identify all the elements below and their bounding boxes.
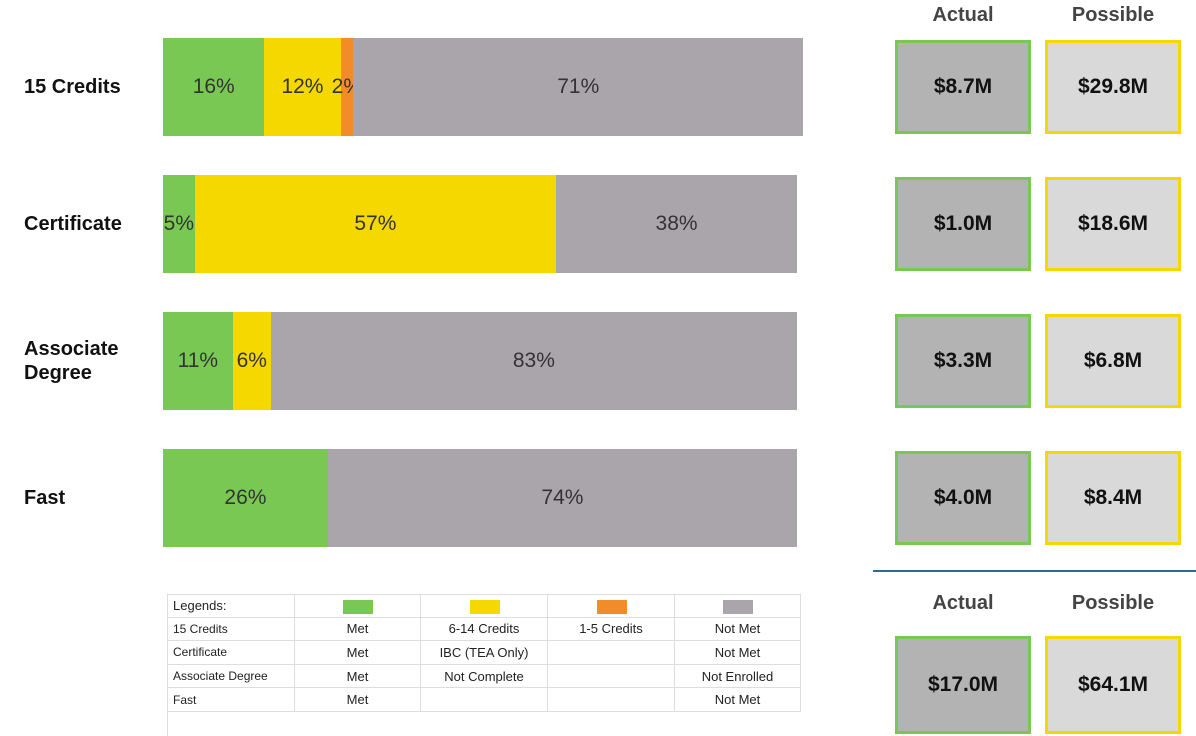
- data-label: 83%: [512, 349, 555, 372]
- amount-card: $4.0M: [895, 451, 1031, 545]
- legend-cell: Not Met: [675, 688, 801, 712]
- legend-cell: Certificate: [167, 641, 295, 665]
- legend-cell: 15 Credits: [167, 617, 295, 642]
- amount-card: $3.3M: [895, 314, 1031, 408]
- divider: [873, 570, 1196, 572]
- amount-card: $1.0M: [895, 177, 1031, 271]
- legend-cell: Not Enrolled: [675, 664, 801, 689]
- category-label: 15 Credits: [24, 76, 121, 98]
- bar-segment: [340, 38, 354, 136]
- column-header: Actual: [932, 4, 994, 26]
- column-header: Possible: [1071, 4, 1155, 26]
- legend-cell: Fast: [167, 688, 295, 712]
- data-label: 38%: [655, 212, 698, 235]
- bar-segment: [232, 312, 271, 410]
- legend-cell: Met: [295, 617, 421, 642]
- total-header: Possible: [1071, 592, 1155, 614]
- legend-cell: [675, 594, 801, 618]
- data-label: 16%: [192, 75, 235, 98]
- legend-cell: [295, 594, 421, 618]
- data-label: 12%: [281, 75, 324, 98]
- legend-title: Legends:: [167, 594, 295, 618]
- total-header: Actual: [932, 592, 994, 614]
- category-label: Associate Degree: [24, 338, 119, 384]
- total-card: $64.1M: [1045, 636, 1181, 734]
- legend-table: [167, 594, 801, 736]
- bar-segment: [264, 38, 341, 136]
- legend-swatch: [723, 600, 753, 614]
- amount-card: $18.6M: [1045, 177, 1181, 271]
- amount-card: $29.8M: [1045, 40, 1181, 134]
- legend-swatch: [343, 600, 373, 614]
- data-label: 26%: [224, 486, 267, 509]
- data-label: 71%: [557, 75, 600, 98]
- category-label: Fast: [24, 487, 66, 509]
- amount-card: $8.7M: [895, 40, 1031, 134]
- data-label: 5%: [163, 212, 195, 235]
- bar-segment: [163, 312, 233, 410]
- data-label: 57%: [354, 212, 397, 235]
- bar-segment: [163, 449, 328, 547]
- legend-cell: Not Complete: [421, 664, 548, 689]
- total-card: $17.0M: [895, 636, 1031, 734]
- data-label: 74%: [541, 486, 584, 509]
- legend-cell: 6-14 Credits: [421, 617, 548, 642]
- amount-card: $8.4M: [1045, 451, 1181, 545]
- bar-segment: [270, 312, 797, 410]
- legend-cell: Associate Degree: [167, 664, 295, 689]
- bar-segment: [556, 175, 797, 273]
- category-label: Certificate: [24, 213, 122, 235]
- legend-cell: 1-5 Credits: [548, 617, 675, 642]
- legend-cell: [548, 688, 675, 712]
- legend-cell: Met: [295, 688, 421, 712]
- legend-cell: [548, 594, 675, 618]
- bar-segment: [353, 38, 804, 136]
- amount-card: $6.8M: [1045, 314, 1181, 408]
- legend-cell: Not Met: [675, 617, 801, 642]
- legend-cell: Met: [295, 664, 421, 689]
- data-label: 6%: [236, 349, 267, 372]
- legend-cell: [548, 664, 675, 689]
- bar-segment: [194, 175, 557, 273]
- legend-cell: Not Met: [675, 641, 801, 665]
- legend-cell: [421, 688, 548, 712]
- legend-cell: IBC (TEA Only): [421, 641, 548, 665]
- legend-swatch: [469, 600, 500, 614]
- legend-cell: [421, 594, 548, 618]
- bar-segment: [163, 38, 265, 136]
- legend-cell: [548, 641, 675, 665]
- bar-segment: [163, 175, 195, 273]
- data-label: 11%: [177, 349, 219, 372]
- legend-swatch: [596, 600, 627, 614]
- legend-cell: Met: [295, 641, 421, 665]
- bar-segment: [327, 449, 797, 547]
